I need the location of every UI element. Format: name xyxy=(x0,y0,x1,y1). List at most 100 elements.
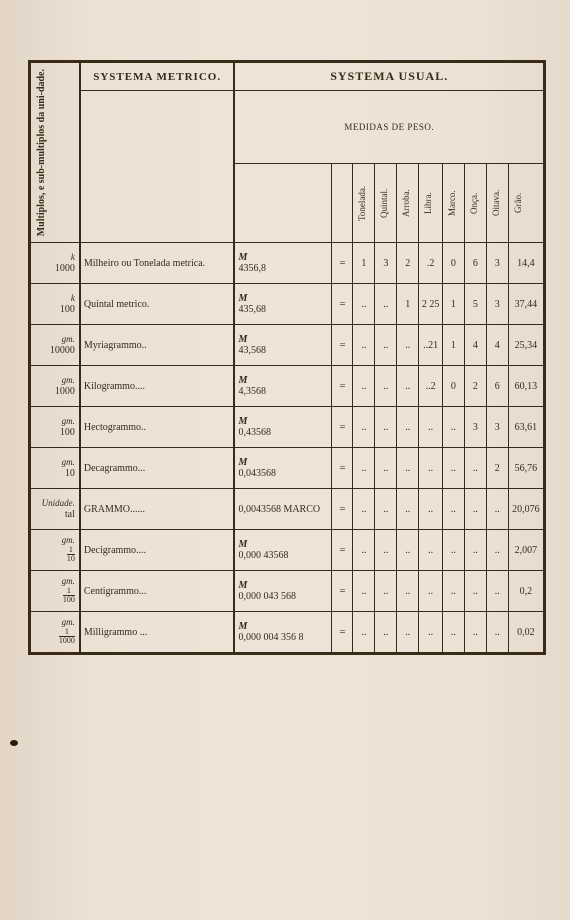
ink-spot xyxy=(10,740,18,746)
value-cell: 63,61 xyxy=(508,407,543,448)
col-marco: Marco. xyxy=(442,164,464,243)
value-cell: 20,076 xyxy=(508,489,543,530)
equals-sign: = xyxy=(332,407,353,448)
unit-name: Myriagrammo.. xyxy=(80,325,235,366)
unit-name: Quintal metrico. xyxy=(80,284,235,325)
value-cell: .. xyxy=(486,489,508,530)
value-cell: .. xyxy=(397,530,419,571)
value-cell: .. xyxy=(353,489,375,530)
value-cell: .. xyxy=(397,366,419,407)
marco-value: M4356,8 xyxy=(234,243,332,284)
value-cell: .. xyxy=(353,325,375,366)
table-row: gm.10000Myriagrammo..M43,568=........211… xyxy=(31,325,544,366)
value-cell: .. xyxy=(375,612,397,653)
col-arroba: Arroba. xyxy=(397,164,419,243)
multiple-cell: k100 xyxy=(31,284,80,325)
conversion-table: Multiplos, e sub-multiplos da uni-dade. … xyxy=(30,62,544,653)
multiple-cell: gm.100 xyxy=(31,407,80,448)
value-cell: ..2 xyxy=(419,366,443,407)
value-cell: 2 25 xyxy=(419,284,443,325)
value-cell: .. xyxy=(419,407,443,448)
value-cell: .. xyxy=(397,612,419,653)
marco-value: M0,000 004 356 8 xyxy=(234,612,332,653)
value-cell: 2,007 xyxy=(508,530,543,571)
value-cell: 37,44 xyxy=(508,284,543,325)
value-cell: .. xyxy=(486,530,508,571)
value-cell: .. xyxy=(353,284,375,325)
value-cell: .. xyxy=(353,530,375,571)
col-libra: Libra. xyxy=(419,164,443,243)
table-frame: Multiplos, e sub-multiplos da uni-dade. … xyxy=(28,60,546,655)
equals-sign: = xyxy=(332,571,353,612)
unit-name: Milligrammo ... xyxy=(80,612,235,653)
multiple-cell: Unidade.tal xyxy=(31,489,80,530)
col-onca: Onça. xyxy=(464,164,486,243)
table-row: Unidade.talGRAMMO......0,0043568 MARCO=.… xyxy=(31,489,544,530)
marco-value: M0,43568 xyxy=(234,407,332,448)
value-cell: 1 xyxy=(397,284,419,325)
table-row: k100Quintal metrico.M435,68=....12 25153… xyxy=(31,284,544,325)
value-cell: 56,76 xyxy=(508,448,543,489)
value-cell: .. xyxy=(486,571,508,612)
value-cell: .. xyxy=(464,571,486,612)
eq-col-blank xyxy=(332,164,353,243)
table-row: gm.1100Centigrammo...M0,000 043 568=....… xyxy=(31,571,544,612)
value-cell: .. xyxy=(353,571,375,612)
unit-name: Kilogrammo.... xyxy=(80,366,235,407)
marco-value: M0,000 43568 xyxy=(234,530,332,571)
value-cell: .. xyxy=(397,448,419,489)
equals-sign: = xyxy=(332,530,353,571)
value-cell: .. xyxy=(442,489,464,530)
value-cell: 6 xyxy=(486,366,508,407)
unit-name: Decigrammo.... xyxy=(80,530,235,571)
value-cell: 3 xyxy=(486,284,508,325)
value-cell: .. xyxy=(353,448,375,489)
value-cell: .. xyxy=(419,448,443,489)
value-cell: .. xyxy=(464,489,486,530)
unit-name: Centigrammo... xyxy=(80,571,235,612)
value-cell: .. xyxy=(375,571,397,612)
equals-sign: = xyxy=(332,243,353,284)
equals-sign: = xyxy=(332,366,353,407)
value-cell: 1 xyxy=(442,284,464,325)
marco-value: 0,0043568 MARCO xyxy=(234,489,332,530)
usual-header: SYSTEMA USUAL. xyxy=(234,63,543,91)
col-tonelada: Tonelada. xyxy=(353,164,375,243)
value-cell: 0,2 xyxy=(508,571,543,612)
value-cell: 0 xyxy=(442,366,464,407)
value-cell: .. xyxy=(375,325,397,366)
value-cell: .. xyxy=(442,448,464,489)
value-cell: .2 xyxy=(419,243,443,284)
value-cell: .. xyxy=(419,612,443,653)
value-cell: .. xyxy=(486,612,508,653)
medidas-header: MEDIDAS DE PESO. xyxy=(234,91,543,164)
value-cell: 4 xyxy=(486,325,508,366)
value-cell: .. xyxy=(397,571,419,612)
unit-name: Milheiro ou Tonelada metrica. xyxy=(80,243,235,284)
multiple-cell: gm.110 xyxy=(31,530,80,571)
value-cell: 1 xyxy=(353,243,375,284)
value-cell: 2 xyxy=(486,448,508,489)
value-cell: 2 xyxy=(397,243,419,284)
value-cell: ..21 xyxy=(419,325,443,366)
value-cell: .. xyxy=(419,530,443,571)
value-cell: .. xyxy=(353,407,375,448)
value-cell: .. xyxy=(442,407,464,448)
metrico-header: SYSTEMA METRICO. xyxy=(80,63,235,91)
col-grao: Grão. xyxy=(508,164,543,243)
metrico-blank xyxy=(80,91,235,243)
equals-sign: = xyxy=(332,489,353,530)
equals-sign: = xyxy=(332,448,353,489)
value-cell: .. xyxy=(464,530,486,571)
table-row: gm.11000Milligrammo ...M0,000 004 356 8=… xyxy=(31,612,544,653)
equals-sign: = xyxy=(332,325,353,366)
value-cell: .. xyxy=(353,612,375,653)
marco-col-blank xyxy=(234,164,332,243)
table-row: gm.1000Kilogrammo....M4,3568=........202… xyxy=(31,366,544,407)
value-cell: .. xyxy=(375,284,397,325)
value-cell: 14,4 xyxy=(508,243,543,284)
multiple-cell: gm.10000 xyxy=(31,325,80,366)
multiple-cell: k1000 xyxy=(31,243,80,284)
value-cell: .. xyxy=(375,407,397,448)
page: Multiplos, e sub-multiplos da uni-dade. … xyxy=(0,0,570,920)
